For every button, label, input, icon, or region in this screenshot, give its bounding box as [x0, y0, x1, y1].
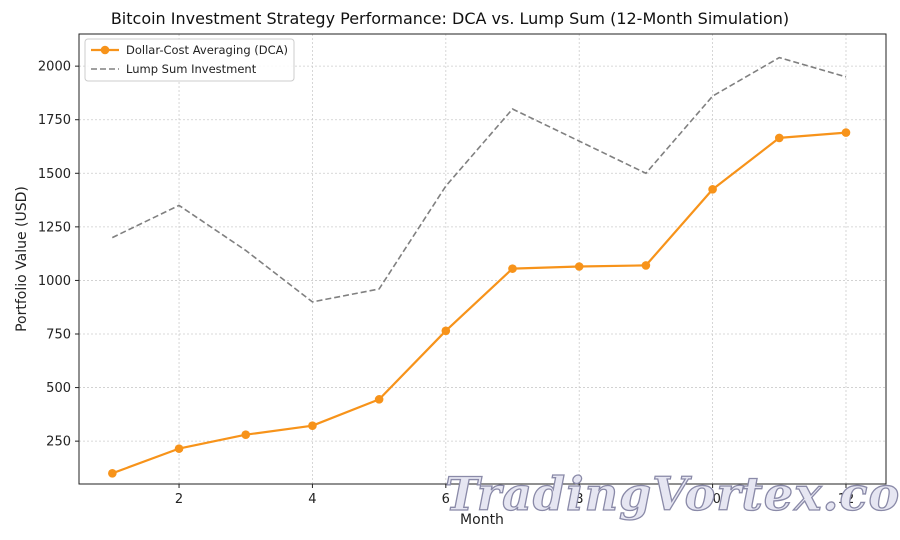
dca-point: [774, 133, 784, 143]
y-tick-label: 750: [46, 328, 71, 343]
x-tick-label: 10: [704, 492, 721, 507]
legend-box: [84, 38, 295, 82]
y-tick-label: 500: [46, 381, 71, 396]
x-tick-label: 2: [175, 492, 183, 507]
x-tick-label: 8: [575, 492, 583, 507]
dca-point: [641, 261, 651, 270]
dca-point: [508, 264, 517, 273]
y-axis-label: Portfolio Value (USD): [14, 186, 30, 332]
lump-sum-line: [111, 56, 847, 303]
legend-entry: Lump Sum Investment: [126, 62, 257, 76]
y-tick-label: 1250: [38, 220, 71, 235]
dca-point: [708, 185, 717, 194]
legend-entry: Dollar-Cost Averaging (DCA): [126, 43, 288, 57]
dca-point: [374, 395, 384, 404]
x-axis-label: Month: [460, 512, 504, 528]
dca-point: [574, 262, 584, 271]
dca-point: [841, 128, 851, 137]
y-tick-label: 1500: [38, 167, 71, 182]
watermark-logo: TradingVortex.com: [445, 467, 900, 521]
grid-lines: [79, 34, 886, 484]
x-tick-label: 12: [838, 492, 855, 507]
dca-point: [441, 326, 451, 336]
dca-point: [174, 444, 184, 453]
x-tick-label: 4: [308, 492, 316, 507]
dca-point: [308, 421, 317, 431]
legend-marker: [100, 45, 110, 55]
series-layer: [108, 56, 851, 478]
tick-layer: 2 4 6 8 10 12 250 500 750 1000 1250 1500 1750 2000: [38, 60, 854, 507]
chart-title: Bitcoin Investment Strategy Performance:…: [110, 9, 790, 28]
legend: Dollar-Cost Averaging (DCA) Lump Sum Inve…: [84, 38, 295, 82]
y-tick-label: 2000: [38, 60, 71, 75]
y-tick-label: 1750: [38, 113, 71, 128]
y-tick-label: 1000: [38, 274, 71, 289]
y-tick-label: 250: [46, 435, 71, 450]
dca-line: [111, 131, 847, 475]
plot-frame: [78, 33, 887, 485]
dca-point: [108, 468, 117, 478]
dca-point: [241, 430, 251, 440]
x-tick-label: 6: [442, 492, 450, 507]
